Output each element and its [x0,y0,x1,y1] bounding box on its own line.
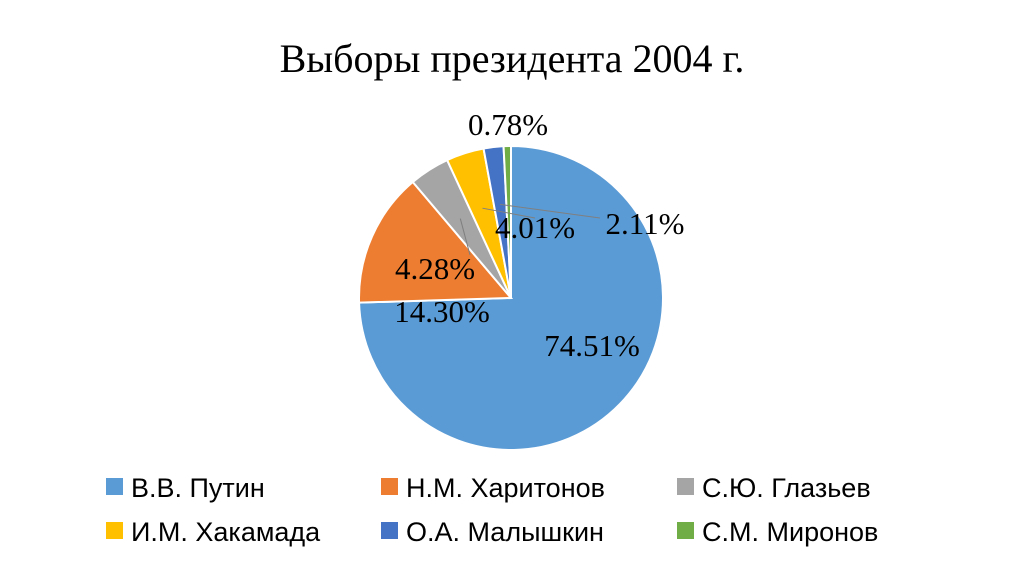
data-label-6: 0.78% [468,107,548,142]
data-label-1: 74.51% [544,328,640,363]
leader-lines [459,203,601,256]
legend-swatch-6 [677,522,694,539]
chart-title: Выборы президента 2004 г. [280,36,745,81]
leader-line-4 [482,207,536,219]
legend-label-3: С.Ю. Глазьев [702,473,871,503]
legend-label-2: Н.М. Харитонов [406,473,605,503]
data-label-2: 14.30% [394,294,490,329]
legend-label-6: С.М. Миронов [702,517,878,547]
pie-slices [358,144,664,451]
legend-swatch-4 [106,522,123,539]
legend-label-4: И.М. Хакамада [131,517,321,547]
pie-slice-2 [358,180,514,304]
data-label-4: 4.01% [495,210,575,245]
legend-label-5: О.А. Малышкин [406,517,604,547]
leader-line-5 [500,203,601,219]
leader-line-3 [459,218,471,256]
pie-slice-1 [358,144,664,451]
legend-swatch-1 [106,478,123,495]
legend-swatch-2 [381,478,398,495]
data-labels: 74.51% 14.30% 4.28% 4.01% 2.11% 0.78% [394,107,684,363]
pie-slice-6 [502,144,512,299]
legend-swatch-5 [381,522,398,539]
legend-swatch-3 [677,478,694,495]
legend-label-1: В.В. Путин [131,473,265,503]
data-label-3: 4.28% [395,251,475,286]
data-label-5: 2.11% [606,206,685,241]
legend: В.В. Путин Н.М. Харитонов С.Ю. Глазьев И.М.… [106,473,878,547]
